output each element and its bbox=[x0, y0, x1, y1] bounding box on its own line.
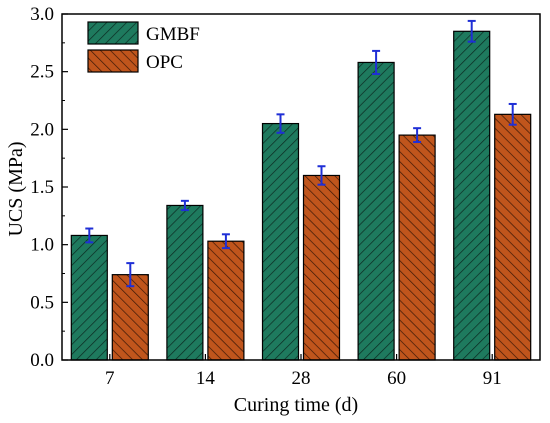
x-tick-label: 28 bbox=[292, 368, 311, 389]
x-tick-label: 14 bbox=[196, 368, 216, 389]
error-bar-gmbf-7 bbox=[85, 227, 94, 244]
y-tick-label: 0.5 bbox=[30, 292, 54, 313]
y-tick-label: 2.5 bbox=[30, 62, 54, 83]
y-tick-label: 0.0 bbox=[30, 350, 54, 371]
error-bars-layer bbox=[85, 19, 517, 288]
error-bar-gmbf-28 bbox=[276, 113, 285, 134]
error-bar-opc-28 bbox=[317, 165, 326, 186]
bar-opc-14 bbox=[207, 240, 245, 361]
y-tick-label: 1.0 bbox=[30, 235, 54, 256]
error-bar-opc-60 bbox=[413, 127, 422, 144]
x-tick-label: 7 bbox=[105, 368, 115, 389]
legend-label-gmbf: GMBF bbox=[146, 24, 200, 45]
bar-opc-28 bbox=[302, 174, 341, 361]
bar-gmbf-7 bbox=[70, 234, 108, 361]
y-tick-label: 2.0 bbox=[30, 119, 54, 140]
error-bar-opc-14 bbox=[221, 233, 230, 250]
x-axis-title: Curing time (d) bbox=[234, 394, 358, 416]
x-axis: 7 14 28 60 91 bbox=[105, 354, 502, 389]
x-tick-label: 91 bbox=[483, 368, 502, 389]
legend-swatch-gmbf bbox=[87, 21, 139, 45]
y-tick-label: 3.0 bbox=[30, 4, 54, 25]
y-axis: 0.0 0.5 1.0 1.5 2.0 2.5 3.0 bbox=[30, 4, 68, 371]
bar-gmbf-14 bbox=[166, 204, 204, 361]
bar-gmbf-91 bbox=[453, 30, 491, 361]
error-bar-opc-7 bbox=[126, 262, 135, 288]
y-tick-label: 1.5 bbox=[30, 177, 54, 198]
bar-opc-91 bbox=[494, 113, 532, 361]
error-bar-opc-91 bbox=[508, 102, 517, 126]
y-axis-title: UCS (MPa) bbox=[5, 141, 27, 236]
error-bar-gmbf-91 bbox=[467, 19, 476, 43]
bars-layer bbox=[70, 30, 532, 361]
error-bar-gmbf-14 bbox=[180, 199, 189, 212]
x-tick-label: 60 bbox=[387, 368, 406, 389]
legend-swatch-opc bbox=[87, 49, 139, 73]
bar-opc-60 bbox=[398, 134, 436, 361]
bar-gmbf-28 bbox=[261, 122, 300, 361]
legend-label-opc: OPC bbox=[146, 52, 183, 73]
legend: GMBF OPC bbox=[87, 21, 200, 73]
bar-opc-7 bbox=[111, 274, 149, 361]
error-bar-gmbf-60 bbox=[372, 49, 381, 75]
bar-gmbf-60 bbox=[357, 61, 395, 361]
